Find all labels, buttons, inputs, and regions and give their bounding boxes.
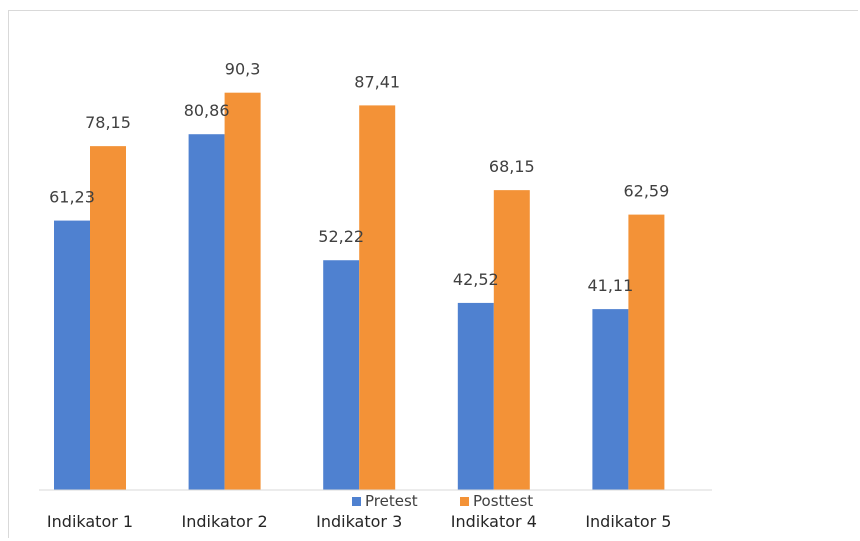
bar-posttest-3 [359, 105, 396, 490]
chart-frame [8, 10, 858, 538]
category-label-1: Indikator 1 [47, 512, 133, 531]
legend: Pretest Posttest [352, 492, 533, 510]
data-label-posttest-2: 90,3 [225, 60, 261, 79]
data-label-posttest-5: 62,59 [623, 182, 669, 201]
legend-swatch-pretest [352, 497, 361, 506]
legend-label-pretest: Pretest [365, 492, 418, 510]
bar-pretest-2 [188, 134, 225, 490]
category-label-2: Indikator 2 [182, 512, 268, 531]
bar-pretest-3 [323, 260, 360, 490]
legend-label-posttest: Posttest [473, 492, 533, 510]
bar-pretest-1 [54, 220, 90, 490]
bar-posttest-2 [224, 92, 261, 491]
bar-pretest-5 [592, 309, 629, 490]
bar-posttest-4 [493, 190, 530, 490]
data-label-posttest-4: 68,15 [489, 157, 535, 176]
category-label-3: Indikator 3 [316, 512, 402, 531]
legend-swatch-posttest [460, 497, 469, 506]
data-label-posttest-1: 78,15 [85, 113, 131, 132]
bar-pretest-4 [457, 302, 494, 490]
category-labels-group: Indikator 1 Indikator 2 Indikator 3 Indikat… [47, 512, 672, 531]
data-label-posttest-3: 87,41 [354, 72, 400, 91]
category-label-4: Indikator 4 [451, 512, 537, 531]
data-label-pretest-2: 80,86 [184, 101, 230, 120]
category-label-5: Indikator 5 [585, 512, 671, 531]
bar-posttest-1 [90, 146, 126, 490]
bars-group [54, 92, 665, 491]
bar-posttest-5 [628, 214, 665, 490]
data-label-pretest-4: 42,52 [453, 270, 499, 289]
data-label-pretest-3: 52,22 [318, 227, 364, 246]
data-label-pretest-5: 41,11 [587, 276, 633, 295]
data-label-pretest-1: 61,23 [49, 188, 95, 207]
value-labels-group: 61,23 78,15 80,86 90,3 52,22 87,41 42,52 68,15 4… [49, 60, 669, 295]
